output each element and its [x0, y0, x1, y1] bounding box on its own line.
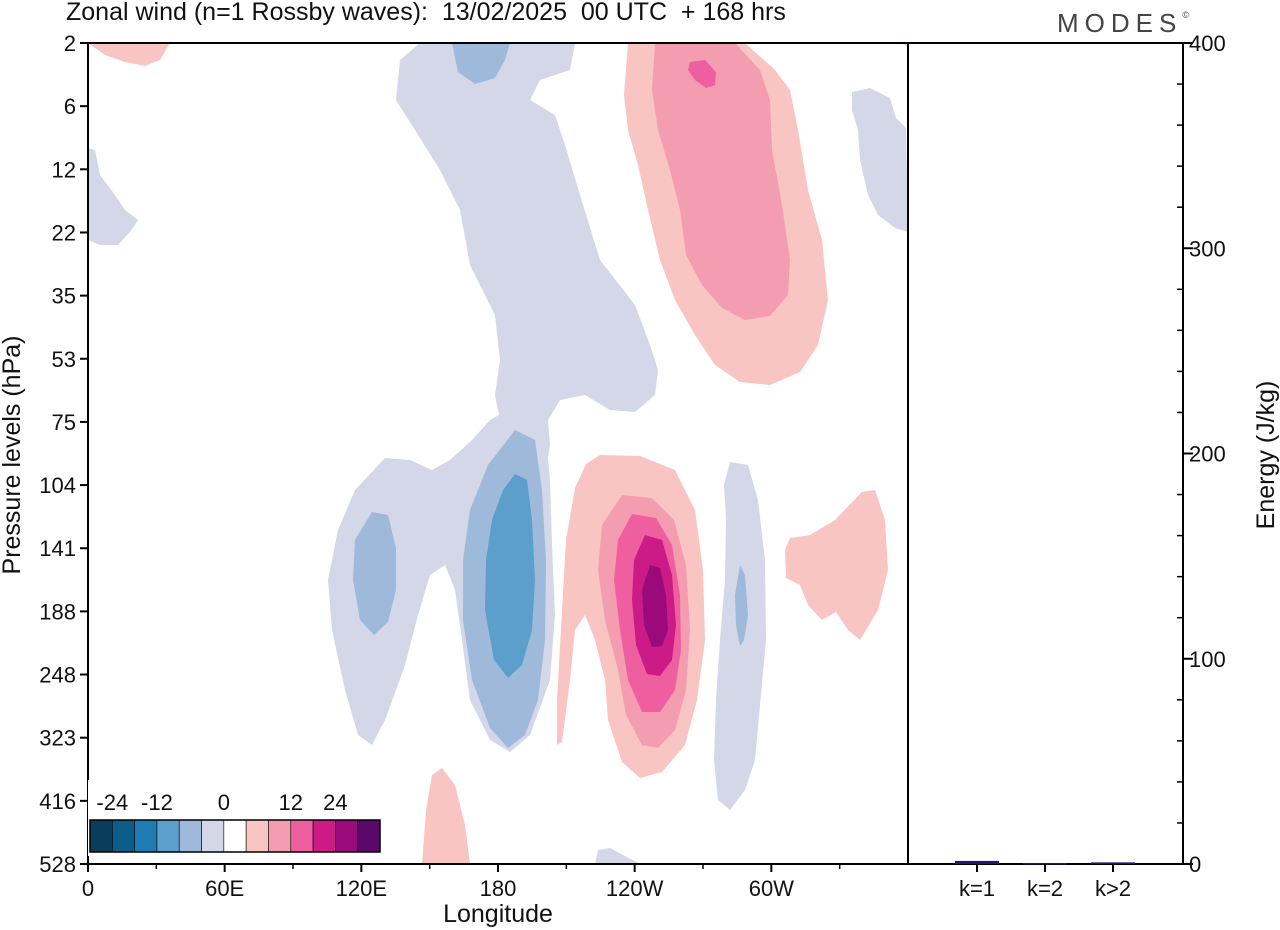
colorbar-swatch	[89, 819, 113, 853]
pos-peak-upper	[688, 60, 716, 88]
colorbar-swatch	[178, 819, 202, 853]
colorbar-swatch	[245, 819, 269, 853]
y-tick-label: 22	[52, 220, 76, 245]
y-tick-label: 416	[39, 789, 76, 814]
neg-core-center-inner	[485, 474, 535, 678]
colorbar-swatch	[268, 819, 292, 853]
colorbar-label: 0	[218, 790, 230, 815]
y-tick-label: 53	[52, 347, 76, 372]
colorbar-swatch	[156, 819, 180, 853]
pos-lower-4	[642, 565, 668, 647]
colorbar-label: -24	[96, 790, 128, 815]
colorbar-swatch	[134, 819, 158, 853]
y-tick-label: 248	[39, 663, 76, 688]
energy-tick-label: 100	[1189, 647, 1226, 672]
energy-bar	[955, 860, 999, 864]
pos-region-top-left	[88, 43, 170, 66]
neg-region-upper-left	[88, 148, 138, 245]
colorbar-label: 24	[323, 790, 347, 815]
bar-frame	[907, 42, 1184, 865]
pos-core-upper	[652, 43, 790, 320]
x-axis: 0 60E 120E 180 120W 60W	[82, 864, 841, 901]
colorbar-label: -12	[141, 790, 173, 815]
y-axis: 2 6 12 22 35 53 75 104 141 188 248 323 416 528	[39, 31, 88, 877]
colorbar-border	[89, 819, 381, 853]
x-tick-label: 120E	[336, 876, 387, 901]
brand-text: MODES	[1057, 8, 1183, 38]
energy-bar	[1023, 862, 1067, 865]
energy-bars: k=1 k=2 k>2	[955, 860, 1135, 901]
y-tick-label: 2	[64, 31, 76, 56]
x-axis-label: Longitude	[443, 900, 553, 928]
y-tick-label: 104	[39, 473, 76, 498]
brand-logo: MODES©	[1057, 8, 1189, 39]
energy-tick-label: 0	[1189, 852, 1201, 877]
y-tick-label: 141	[39, 536, 76, 561]
colorbar: -24 -12 0 12 24	[88, 780, 382, 856]
x-tick-label: 0	[82, 876, 94, 901]
y-tick-label: 6	[64, 94, 76, 119]
x-tick-label: 60E	[205, 876, 244, 901]
colorbar-swatch	[223, 819, 247, 853]
x-tick-label: 60W	[749, 876, 794, 901]
bar-category-label: k>2	[1095, 876, 1131, 901]
colorbar-swatch	[357, 819, 381, 853]
pos-region-right	[785, 490, 888, 640]
y-tick-label: 323	[39, 726, 76, 751]
neg-core-right-thin	[735, 565, 748, 646]
neg-region-upper-central	[396, 43, 658, 475]
y-tick-label: 528	[39, 852, 76, 877]
neg-core-top	[452, 43, 510, 84]
neg-core-left	[353, 512, 396, 635]
x-tick-label: 120W	[606, 876, 664, 901]
y-axis-label: Pressure levels (hPa)	[0, 336, 26, 575]
energy-tick-label: 400	[1189, 31, 1226, 56]
colorbar-swatch	[112, 819, 135, 853]
bar-category-label: k=2	[1027, 876, 1063, 901]
pos-region-bottom	[422, 768, 470, 864]
contour-field	[88, 43, 908, 864]
colorbar-swatch	[312, 819, 336, 853]
neg-region-bottom	[595, 848, 640, 864]
brand-mark: ©	[1182, 10, 1189, 20]
y-tick-label: 188	[39, 599, 76, 624]
x-tick-label: 180	[480, 876, 517, 901]
colorbar-swatch	[290, 819, 314, 853]
energy-bar	[1091, 862, 1135, 864]
neg-region-right-upper	[852, 88, 908, 232]
energy-tick-label: 200	[1189, 442, 1226, 467]
energy-axis: 0 100 200 300 400	[1177, 31, 1226, 877]
y-tick-label: 12	[52, 157, 76, 182]
bar-category-label: k=1	[959, 876, 995, 901]
colorbar-label: 12	[279, 790, 303, 815]
y-tick-label: 35	[52, 284, 76, 309]
chart-title: Zonal wind (n=1 Rossby waves): 13/02/202…	[66, 0, 786, 26]
energy-tick-label: 300	[1189, 236, 1226, 261]
energy-axis-label: Energy (J/kg)	[1252, 381, 1280, 530]
y-tick-label: 75	[52, 410, 76, 435]
colorbar-swatch	[201, 819, 225, 853]
colorbar-swatch	[335, 819, 358, 853]
